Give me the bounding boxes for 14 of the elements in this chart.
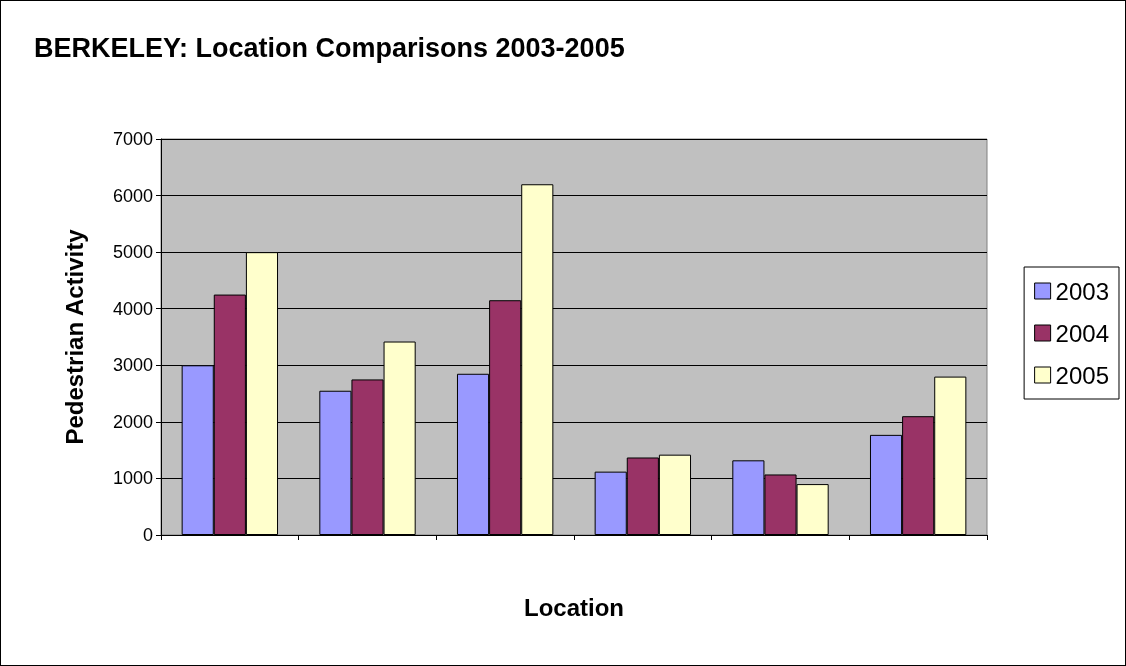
y-tick-label: 6000 [112,185,153,206]
y-tick-label: 0 [142,525,153,545]
y-axis-title: Pedestrian Activity [60,228,88,445]
x-axis-title: Location [524,593,624,621]
y-tick-label: 2000 [112,411,153,432]
legend-label: 2005 [1055,361,1109,389]
y-tick-label: 7000 [112,129,153,149]
legend-label: 2003 [1055,277,1109,305]
y-tick-label: 5000 [112,242,153,263]
legend-label: 2004 [1055,319,1109,347]
y-tick-label: 3000 [112,355,153,376]
chart-title: BERKELEY: Location Comparisons 2003-2005 [34,32,625,63]
y-tick-label: 1000 [112,468,153,489]
y-tick-label: 4000 [112,298,153,319]
